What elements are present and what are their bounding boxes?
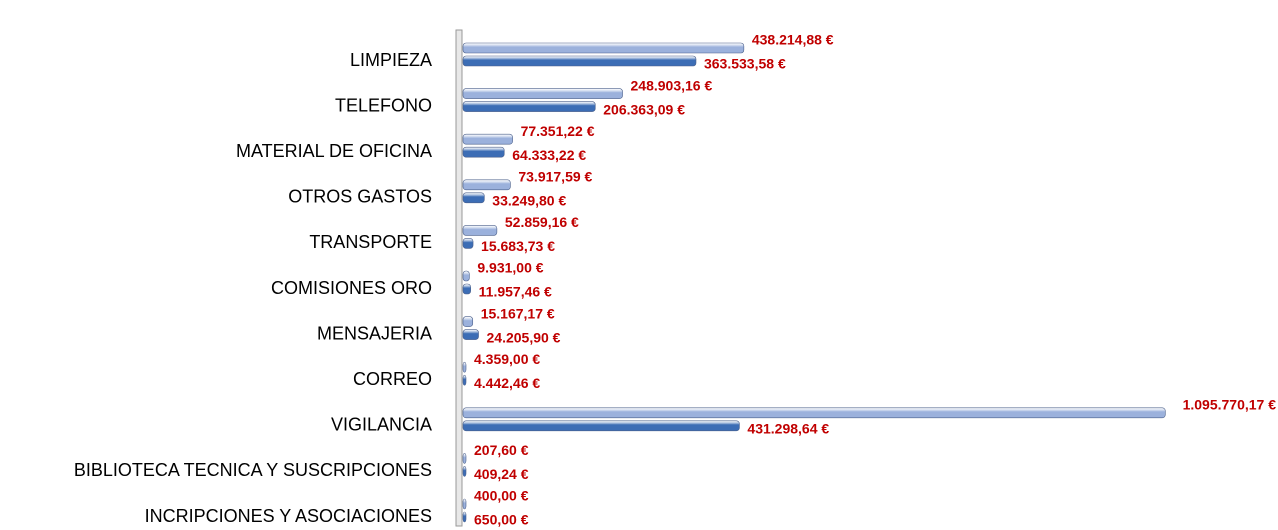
bar xyxy=(462,329,479,340)
value-label: 650,00 € xyxy=(474,512,529,528)
bar xyxy=(462,55,697,67)
category-label: LIMPIEZA xyxy=(350,50,432,70)
bar xyxy=(462,133,513,145)
value-label: 4.359,00 € xyxy=(474,351,540,367)
category-label: CORREO xyxy=(353,369,432,389)
bar xyxy=(462,192,485,204)
bar xyxy=(462,283,471,295)
category-label: MATERIAL DE OFICINA xyxy=(236,141,432,161)
value-label: 4.442,46 € xyxy=(474,375,540,391)
value-label: 15.683,73 € xyxy=(481,238,555,254)
bar xyxy=(462,420,740,432)
bar xyxy=(462,453,467,464)
category-label: MENSAJERIA xyxy=(317,323,432,343)
bar xyxy=(462,179,511,191)
value-label: 73.917,59 € xyxy=(518,169,592,185)
value-label: 431.298,64 € xyxy=(747,421,829,437)
value-label: 207,60 € xyxy=(474,442,529,458)
bar xyxy=(462,238,474,249)
value-label: 248.903,16 € xyxy=(631,77,713,93)
value-label: 363.533,58 € xyxy=(704,56,786,72)
bar xyxy=(462,374,467,386)
bar xyxy=(462,88,623,99)
category-label: TRANSPORTE xyxy=(309,232,432,252)
value-label: 64.333,22 € xyxy=(512,147,586,163)
value-label: 15.167,17 € xyxy=(481,305,555,321)
category-label: OTROS GASTOS xyxy=(288,187,432,207)
value-label: 9.931,00 € xyxy=(477,260,543,276)
value-label: 52.859,16 € xyxy=(505,214,579,230)
value-label: 77.351,22 € xyxy=(521,123,595,139)
bar xyxy=(462,361,467,373)
category-label: TELEFONO xyxy=(335,95,432,115)
bar xyxy=(462,270,470,282)
bar xyxy=(462,42,745,54)
bar xyxy=(462,225,498,236)
axis-wall xyxy=(455,29,463,527)
value-label: 33.249,80 € xyxy=(492,193,566,209)
value-label: 11.957,46 € xyxy=(479,284,552,300)
category-label: COMISIONES ORO xyxy=(271,278,432,298)
value-label: 1.095.770,17 € xyxy=(1183,397,1277,413)
bar xyxy=(462,316,474,327)
category-label: VIGILANCIA xyxy=(331,415,432,435)
bar xyxy=(462,146,505,158)
value-label: 409,24 € xyxy=(474,466,529,482)
bar xyxy=(462,407,1166,419)
bar xyxy=(462,498,467,510)
value-label: 206.363,09 € xyxy=(603,101,685,117)
value-label: 400,00 € xyxy=(474,488,529,504)
bar xyxy=(462,511,467,523)
value-label: 24.205,90 € xyxy=(487,329,561,345)
value-label: 438.214,88 € xyxy=(752,32,834,48)
bar xyxy=(462,466,467,477)
category-label: BIBLIOTECA TECNICA Y SUSCRIPCIONES xyxy=(74,460,432,480)
category-label: INCRIPCIONES Y ASOCIACIONES xyxy=(145,506,432,526)
bar xyxy=(462,101,596,112)
